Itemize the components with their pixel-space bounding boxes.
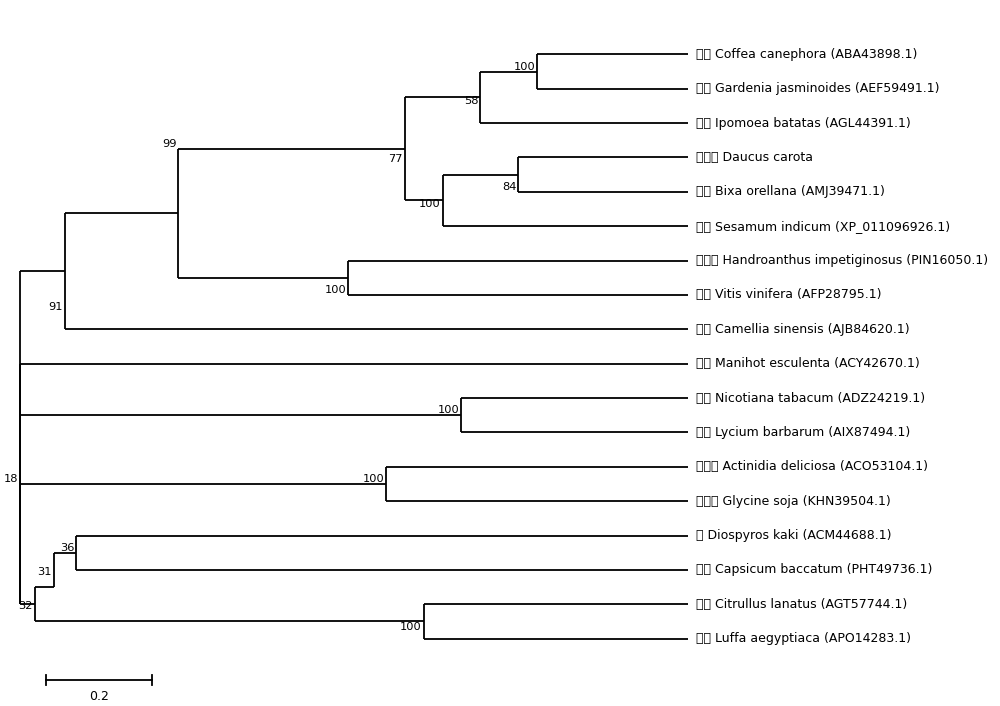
Text: 100: 100	[362, 474, 384, 484]
Text: 木薇 Manihot esculenta (ACY42670.1): 木薇 Manihot esculenta (ACY42670.1)	[696, 357, 919, 370]
Text: 辣椒 Capsicum baccatum (PHT49736.1): 辣椒 Capsicum baccatum (PHT49736.1)	[696, 563, 932, 576]
Text: 100: 100	[325, 285, 346, 295]
Text: 32: 32	[19, 602, 33, 611]
Text: 77: 77	[388, 155, 403, 164]
Text: 栅子 Gardenia jasminoides (AEF59491.1): 栅子 Gardenia jasminoides (AEF59491.1)	[696, 82, 939, 95]
Text: 91: 91	[49, 302, 63, 312]
Text: 100: 100	[513, 61, 535, 71]
Text: 0.2: 0.2	[89, 690, 109, 703]
Text: 红木 Bixa orellana (AMJ39471.1): 红木 Bixa orellana (AMJ39471.1)	[696, 185, 884, 198]
Text: 99: 99	[162, 139, 176, 149]
Text: 枞杯 Lycium barbarum (AIX87494.1): 枞杯 Lycium barbarum (AIX87494.1)	[696, 426, 910, 439]
Text: 茶树 Camellia sinensis (AJB84620.1): 茶树 Camellia sinensis (AJB84620.1)	[696, 323, 909, 336]
Text: 31: 31	[37, 567, 52, 577]
Text: 猃猿桃 Actinidia deliciosa (ACO53104.1): 猃猿桃 Actinidia deliciosa (ACO53104.1)	[696, 460, 928, 473]
Text: 58: 58	[464, 96, 478, 106]
Text: 100: 100	[438, 405, 460, 415]
Text: 西瓜 Citrullus lanatus (AGT57744.1): 西瓜 Citrullus lanatus (AGT57744.1)	[696, 598, 907, 611]
Text: 84: 84	[502, 182, 516, 192]
Text: 芝麻 Sesamum indicum (XP_011096926.1): 芝麻 Sesamum indicum (XP_011096926.1)	[696, 220, 950, 233]
Text: 100: 100	[419, 199, 441, 209]
Text: 100: 100	[400, 622, 422, 632]
Text: 柿 Diospyros kaki (ACM44688.1): 柿 Diospyros kaki (ACM44688.1)	[696, 529, 891, 542]
Text: 胡萝卜 Daucus carota: 胡萝卜 Daucus carota	[696, 151, 813, 164]
Text: 甘薇 Ipomoea batatas (AGL44391.1): 甘薇 Ipomoea batatas (AGL44391.1)	[696, 116, 910, 130]
Text: 和啡 Coffea canephora (ABA43898.1): 和啡 Coffea canephora (ABA43898.1)	[696, 48, 917, 61]
Text: 36: 36	[60, 543, 75, 553]
Text: 18: 18	[3, 474, 18, 484]
Text: 风铃木 Handroanthus impetiginosus (PIN16050.1): 风铃木 Handroanthus impetiginosus (PIN16050…	[696, 254, 988, 267]
Text: 丝瓜 Luffa aegyptiaca (APO14283.1): 丝瓜 Luffa aegyptiaca (APO14283.1)	[696, 632, 911, 645]
Text: 烟草 Nicotiana tabacum (ADZ24219.1): 烟草 Nicotiana tabacum (ADZ24219.1)	[696, 392, 925, 405]
Text: 葡萄 Vitis vinifera (AFP28795.1): 葡萄 Vitis vinifera (AFP28795.1)	[696, 289, 881, 301]
Text: 野大豆 Glycine soja (KHN39504.1): 野大豆 Glycine soja (KHN39504.1)	[696, 495, 890, 508]
